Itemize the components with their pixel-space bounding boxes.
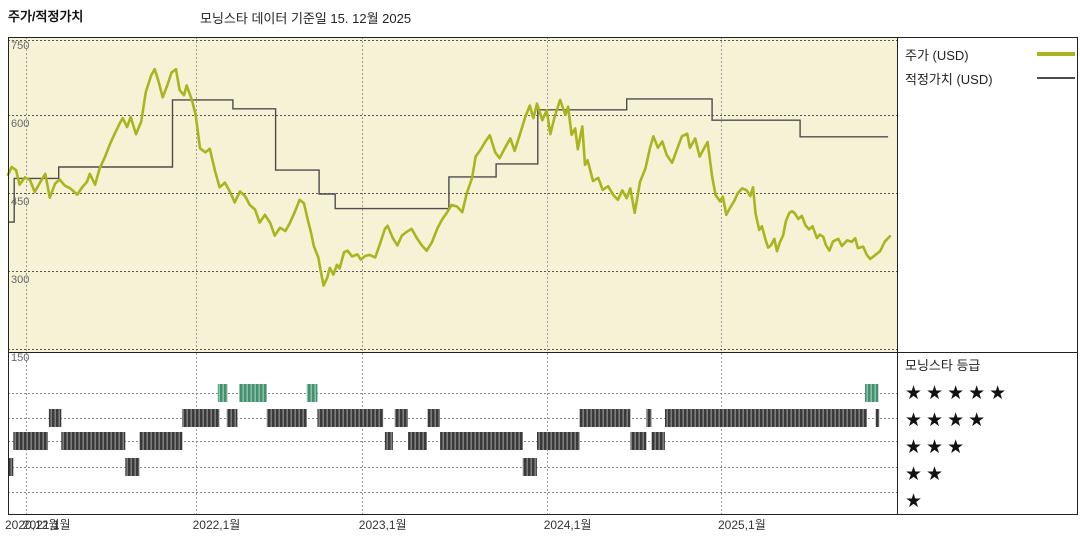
svg-text:450: 450: [11, 196, 29, 208]
series-legend: 주가 (USD) 적정가치 (USD): [905, 42, 1075, 90]
rating-segment-3-star: [630, 432, 647, 450]
rating-segment-3-star: [61, 432, 126, 450]
rating-segment-4-star: [226, 409, 238, 427]
svg-text:2023,1월: 2023,1월: [359, 518, 407, 532]
rating-segment-4-star: [48, 409, 62, 427]
rating-segment-4-star: [427, 409, 440, 427]
rating-segment-3-star: [651, 432, 665, 450]
svg-text:2022,1월: 2022,1월: [193, 518, 241, 532]
rating-legend-row-4-star: ★★★★: [905, 410, 990, 431]
price-plot-background: [8, 37, 897, 352]
legend-price-label: 주가 (USD): [905, 47, 969, 63]
price-line-swatch: [1037, 52, 1075, 56]
rating-segment-5-star: [239, 384, 267, 402]
rating-segment-4-star: [646, 409, 652, 427]
rating-segment-2-star: [8, 458, 14, 476]
svg-text:300: 300: [11, 274, 29, 286]
rating-segment-3-star: [139, 432, 183, 450]
rating-legend-title: 모닝스타 등급: [905, 358, 981, 373]
rating-segment-3-star: [384, 432, 393, 450]
svg-text:2020,12월: 2020,12월: [5, 518, 59, 532]
rating-segment-4-star: [665, 409, 867, 427]
rating-legend-row-5-star: ★★★★★: [905, 383, 1011, 404]
rating-segment-2-star: [522, 458, 537, 476]
y-axis-labels: 750 600 450 300 150: [11, 40, 29, 364]
rating-legend-row-2-star: ★★: [905, 464, 948, 485]
rating-segment-4-star: [875, 409, 880, 427]
svg-text:150: 150: [11, 352, 29, 364]
rating-legend-row-1-star: ★: [905, 491, 927, 512]
page-subtitle: 모닝스타 데이터 기준일 15. 12월 2025: [200, 11, 412, 26]
rating-timeline: [8, 384, 880, 476]
rating-segment-5-star: [865, 384, 879, 402]
legend-item-fair-value: 적정가치 (USD): [905, 66, 1075, 90]
rating-segment-3-star: [537, 432, 580, 450]
rating-segment-3-star: [408, 432, 427, 450]
rating-segment-4-star: [182, 409, 220, 427]
legend-item-price: 주가 (USD): [905, 42, 1075, 66]
rating-legend: 모닝스타 등급 ★★★★★ ★★★★ ★★★ ★★ ★: [905, 355, 1075, 515]
rating-legend-rows: ★★★★★ ★★★★ ★★★ ★★ ★: [905, 380, 1075, 515]
rating-segment-5-star: [306, 384, 318, 402]
svg-text:2024,1월: 2024,1월: [544, 518, 592, 532]
rating-segment-4-star: [317, 409, 384, 427]
rating-segment-4-star: [266, 409, 307, 427]
svg-text:600: 600: [11, 118, 29, 130]
legend-fair-value-label: 적정가치 (USD): [905, 71, 993, 87]
svg-text:750: 750: [11, 40, 29, 52]
rating-segment-4-star: [394, 409, 408, 427]
fair-value-line-swatch: [1037, 77, 1075, 79]
svg-text:2021,1월: 2021,1월: [23, 518, 71, 532]
rating-legend-row-3-star: ★★★: [905, 437, 969, 458]
rating-segment-2-star: [125, 458, 140, 476]
fair-value-series: [8, 98, 889, 223]
price-series: [6, 67, 892, 287]
page-title: 주가/적정가치: [8, 9, 84, 24]
rating-segment-3-star: [440, 432, 523, 450]
rating-segment-3-star: [13, 432, 49, 450]
svg-text:2025,1월: 2025,1월: [718, 518, 766, 532]
rating-segment-4-star: [579, 409, 631, 427]
chart-frame: [8, 37, 1078, 515]
rating-segment-5-star: [217, 384, 228, 402]
